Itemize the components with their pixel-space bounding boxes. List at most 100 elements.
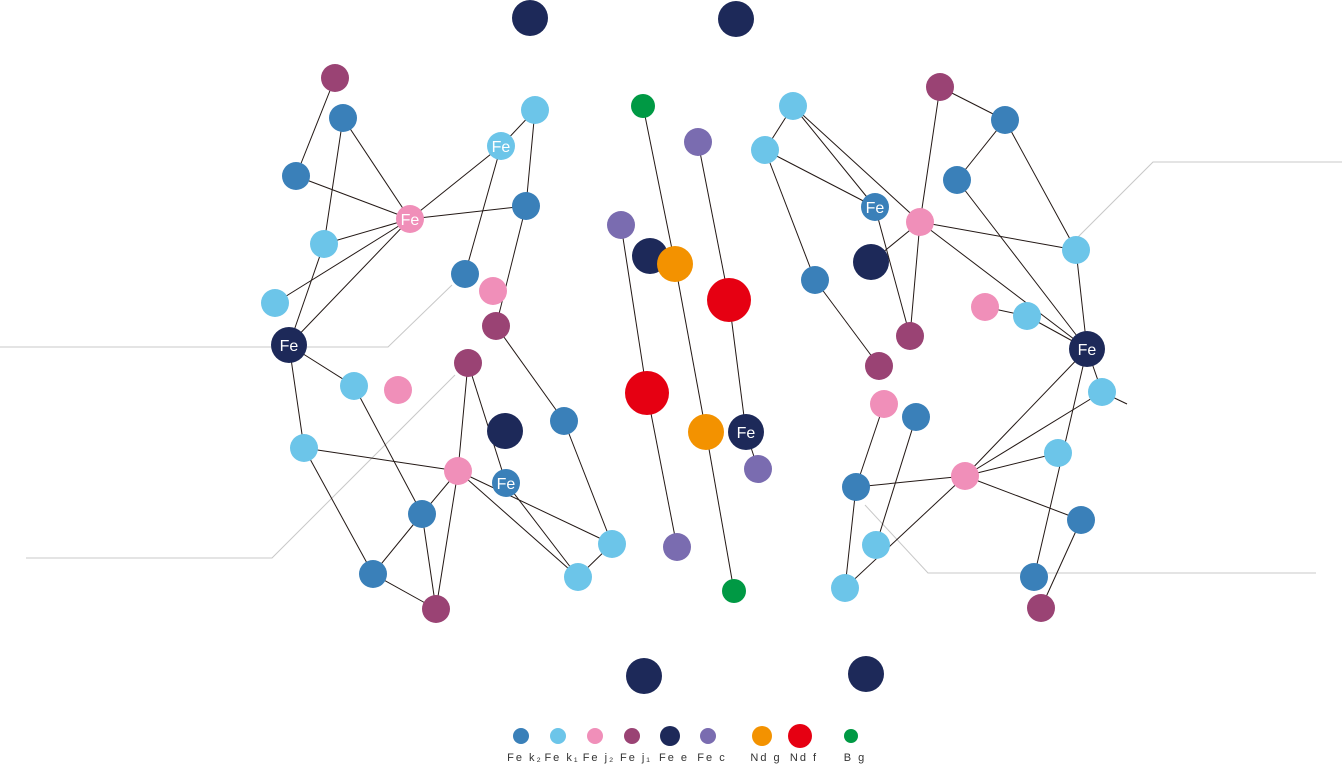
bond-line xyxy=(295,175,411,220)
bond-line xyxy=(467,362,507,484)
bond-line xyxy=(409,205,527,220)
bond-line xyxy=(792,105,876,208)
guide-line xyxy=(864,504,1316,574)
bond-line xyxy=(457,470,579,578)
atom-fe-j1 xyxy=(1027,594,1055,622)
bond-line xyxy=(855,403,885,488)
bond-line xyxy=(353,385,423,515)
atom-fe-j1 xyxy=(896,322,924,350)
bond-line xyxy=(303,447,459,472)
atom-label: Fe xyxy=(492,139,511,156)
bond-line xyxy=(875,416,917,546)
atom-fe-k2 xyxy=(359,560,387,588)
atom-fe-j2 xyxy=(951,462,979,490)
atom-label: Fe xyxy=(737,425,756,442)
bond-line xyxy=(464,145,502,275)
atom-nd-f xyxy=(625,371,669,415)
bond-line xyxy=(303,447,374,575)
legend-swatch xyxy=(788,724,812,748)
bond-line xyxy=(728,299,747,433)
atom-fe-e xyxy=(512,0,548,36)
atom-fe-k2 xyxy=(492,469,520,497)
atom-label: Fe xyxy=(866,200,885,217)
atom-fe-k2 xyxy=(991,106,1019,134)
bond-line xyxy=(563,420,613,545)
atom-fe-k1 xyxy=(862,531,890,559)
bond-line xyxy=(792,105,921,223)
atom-fe-e xyxy=(728,414,764,450)
bond-line xyxy=(409,145,502,220)
bond-line xyxy=(1004,119,1077,251)
atom-fe-j1 xyxy=(926,73,954,101)
atom-label: Fe xyxy=(497,476,516,493)
atom-fe-j2 xyxy=(384,376,412,404)
bond-line xyxy=(505,482,579,578)
bond-line xyxy=(964,391,1103,477)
atom-nd-f xyxy=(707,278,751,322)
bond-line xyxy=(525,109,536,207)
atom-fe-j2 xyxy=(396,205,424,233)
atom-fe-k1 xyxy=(779,92,807,120)
legend-swatch xyxy=(587,728,603,744)
atom-label: Fe xyxy=(401,212,420,229)
bond-line xyxy=(274,218,411,304)
atom-fe-k2 xyxy=(451,260,479,288)
bond-line xyxy=(457,470,613,545)
bond-line xyxy=(674,263,707,433)
bond-line xyxy=(1040,519,1082,609)
atom-fe-k2 xyxy=(512,192,540,220)
bond-line xyxy=(964,452,1059,477)
bond-line xyxy=(764,149,816,281)
bond-line xyxy=(844,475,966,589)
bond-line xyxy=(919,221,1088,350)
bond-line xyxy=(495,205,527,327)
legend-swatch xyxy=(550,728,566,744)
atom-fe-j1 xyxy=(865,352,893,380)
atom-fe-k2 xyxy=(1020,563,1048,591)
guide-line xyxy=(26,374,456,559)
atom-fe-k2 xyxy=(943,166,971,194)
atom-fe-k1 xyxy=(310,230,338,258)
atom-fe-k1 xyxy=(521,96,549,124)
atom-fe-k1 xyxy=(1044,439,1072,467)
atom-fe-j2 xyxy=(479,277,507,305)
atom-fe-j2 xyxy=(906,208,934,236)
atom-b-g xyxy=(631,94,655,118)
atom-fe-c xyxy=(744,455,772,483)
bond-line xyxy=(814,279,880,367)
atom-fe-k2 xyxy=(329,104,357,132)
atom-fe-e xyxy=(853,244,889,280)
legend-swatch xyxy=(844,729,858,743)
bond-line xyxy=(421,513,437,610)
bond-line xyxy=(495,325,565,422)
atom-fe-k1 xyxy=(487,132,515,160)
legend-swatch xyxy=(624,728,640,744)
bond-line xyxy=(323,117,344,245)
atom-fe-j1 xyxy=(482,312,510,340)
atom-fe-j2 xyxy=(444,457,472,485)
atom-fe-k1 xyxy=(831,574,859,602)
legend-swatch xyxy=(700,728,716,744)
atom-label: Fe xyxy=(1078,342,1097,359)
bond-line xyxy=(844,486,857,589)
atom-fe-k1 xyxy=(1088,378,1116,406)
bond-line xyxy=(919,221,1077,251)
legend-swatch xyxy=(752,726,772,746)
bond-line xyxy=(295,77,336,177)
guide-line xyxy=(0,284,453,348)
bond-line xyxy=(764,149,876,208)
atom-fe-k2 xyxy=(408,500,436,528)
bond-line xyxy=(642,105,676,265)
atom-fe-k1 xyxy=(290,434,318,462)
bond-line xyxy=(620,224,648,394)
bond-line xyxy=(323,218,411,245)
atom-nd-g xyxy=(688,414,724,450)
atom-fe-k1 xyxy=(751,136,779,164)
bond-line xyxy=(697,141,730,301)
atom-fe-e xyxy=(626,658,662,694)
atom-fe-e xyxy=(848,656,884,692)
atom-fe-e xyxy=(271,327,307,363)
bond-line xyxy=(705,431,735,592)
atom-fe-k1 xyxy=(261,289,289,317)
